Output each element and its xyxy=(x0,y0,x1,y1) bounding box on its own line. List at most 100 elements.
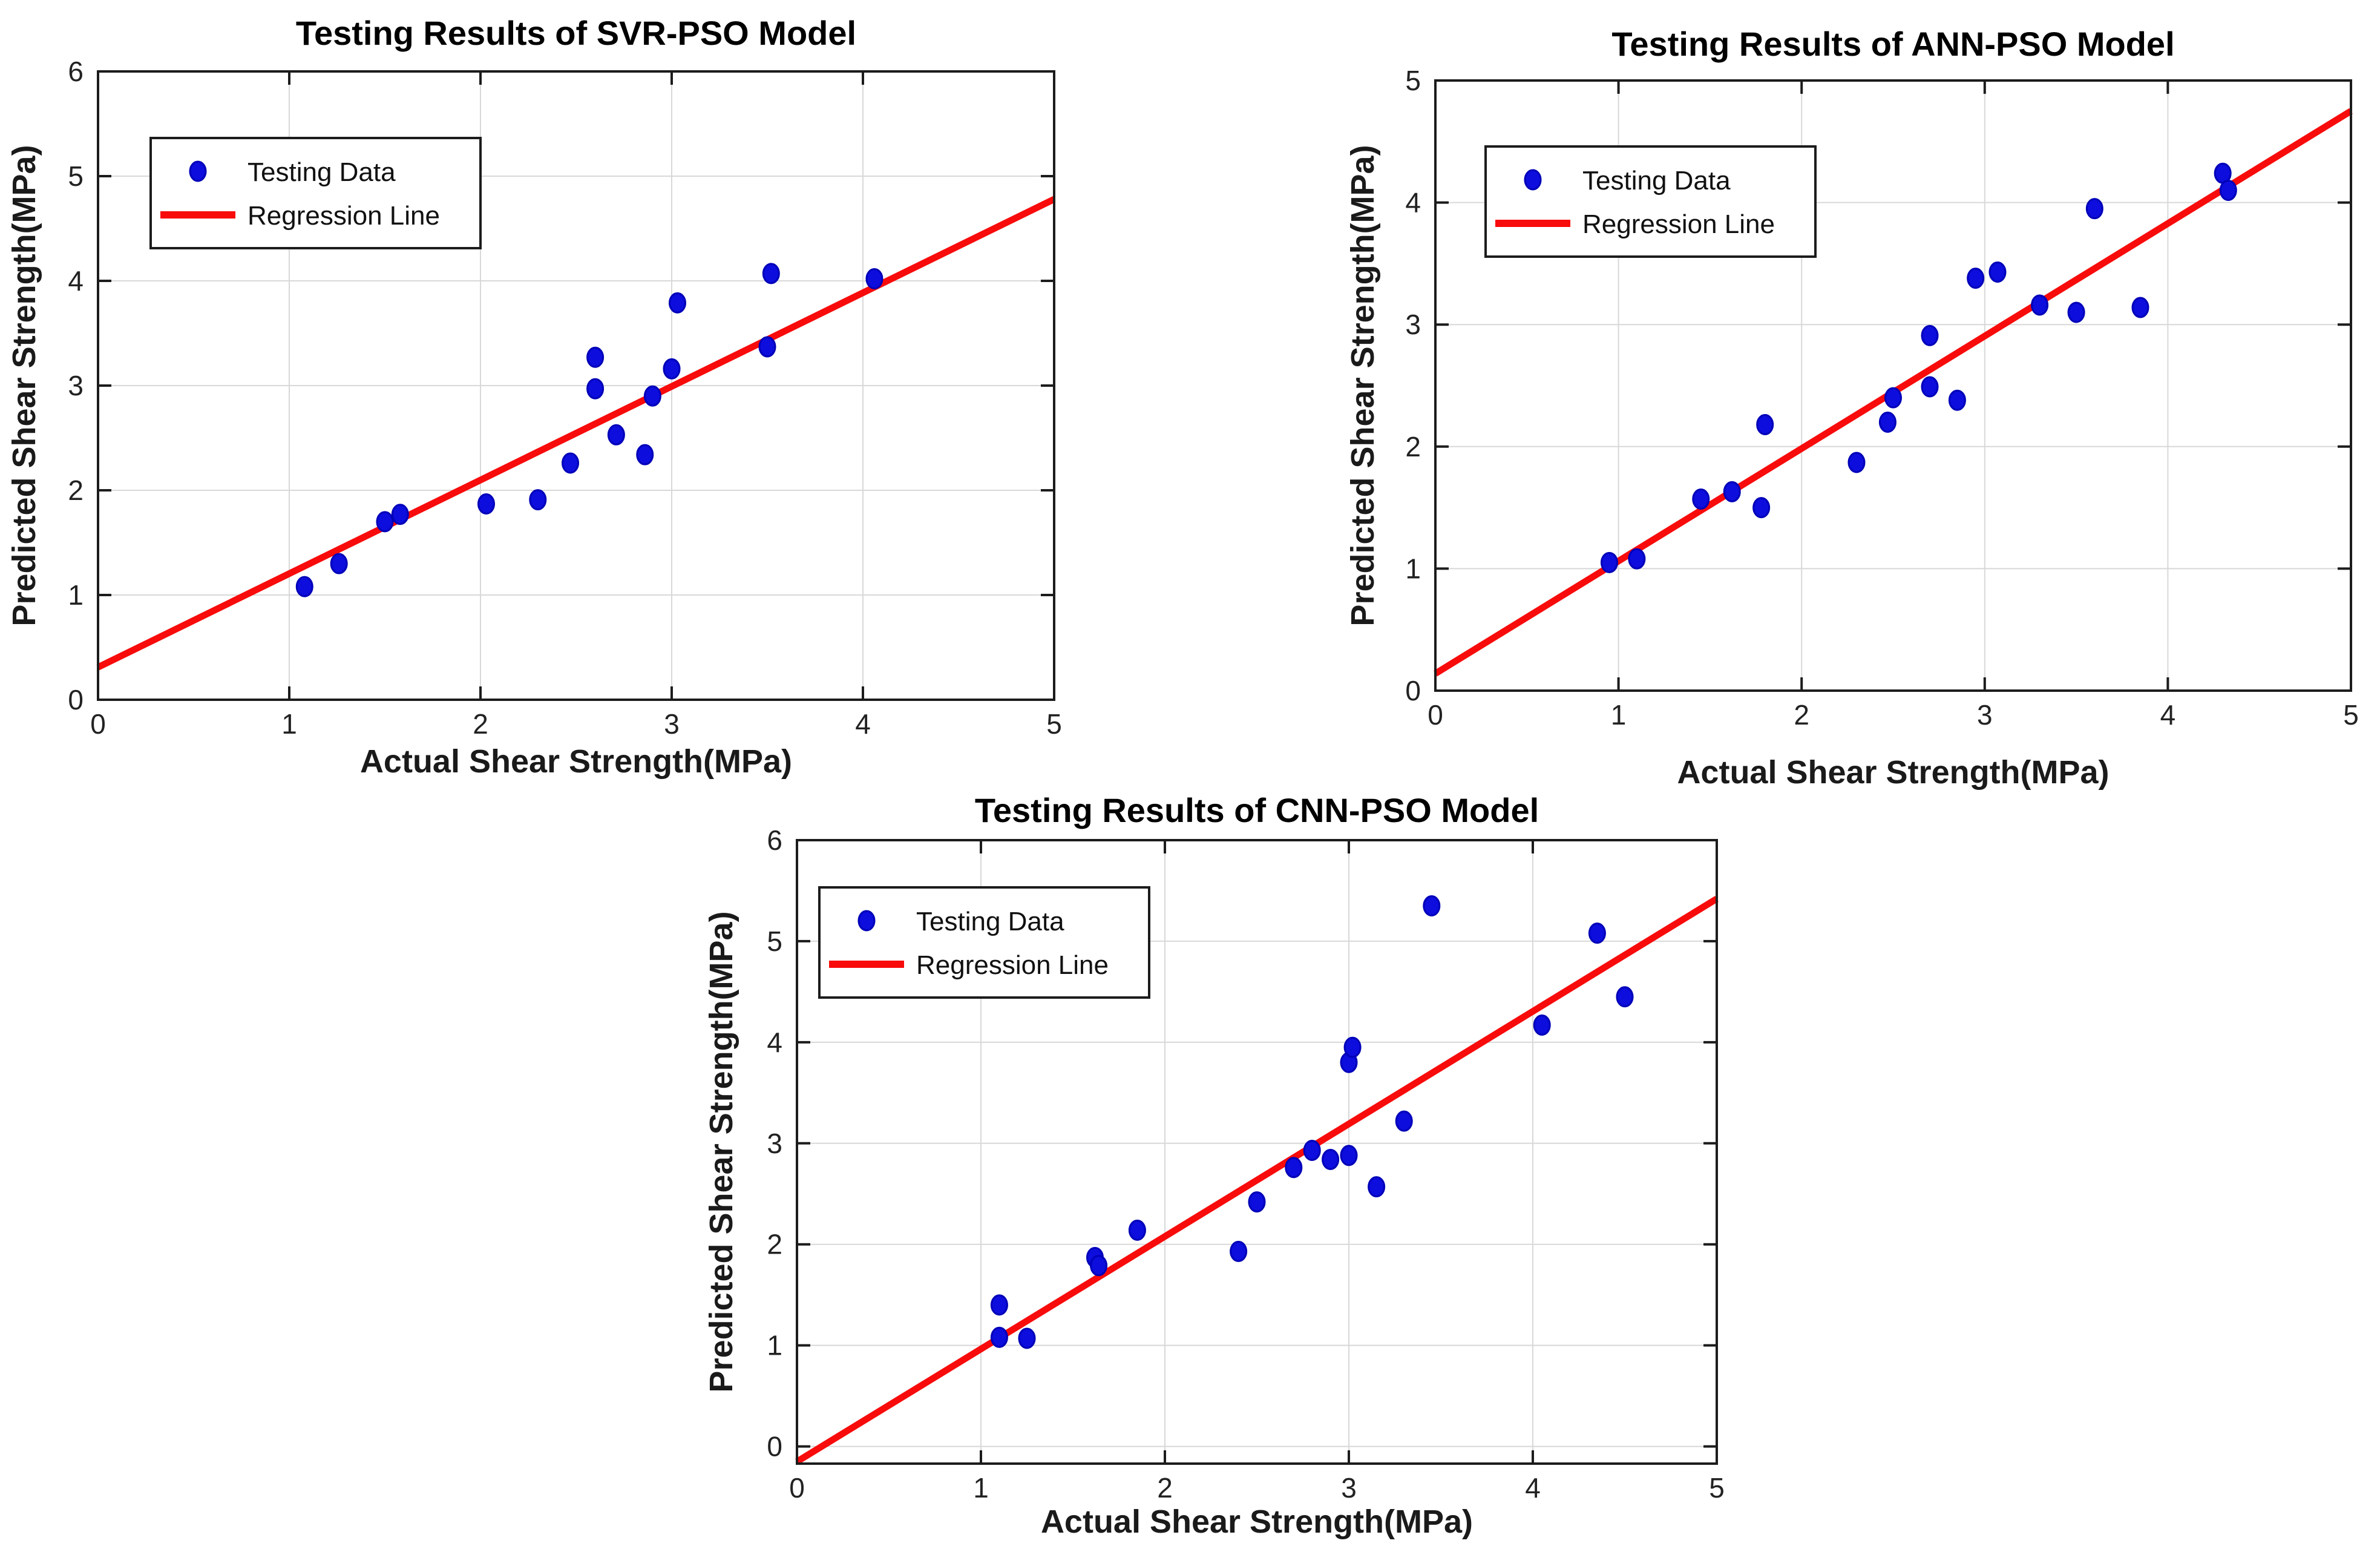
data-point xyxy=(1628,548,1646,570)
x-tick-label: 1 xyxy=(1611,699,1627,731)
data-point xyxy=(607,424,625,446)
data-point xyxy=(643,385,661,407)
y-tick-label: 3 xyxy=(1405,309,1421,340)
data-point xyxy=(477,493,495,515)
data-point xyxy=(990,1326,1008,1348)
legend-label-regression-line: Regression Line xyxy=(1582,209,1775,239)
data-point xyxy=(758,336,776,358)
legend: Testing Data Regression Line xyxy=(1484,145,1817,258)
x-axis-label-cnn-pso: Actual Shear Strength(MPa) xyxy=(1040,1504,1474,1540)
plot-title-ann-pso: Testing Results of ANN-PSO Model xyxy=(1611,25,2175,63)
y-tick-label: 1 xyxy=(1405,553,1421,584)
x-tick-label: 0 xyxy=(90,708,106,740)
regression-line xyxy=(96,196,1056,671)
legend-label-testing-data: Testing Data xyxy=(1582,166,1731,196)
data-point xyxy=(295,576,313,597)
y-tick-label: 2 xyxy=(68,475,84,506)
plot-cnn-pso: 0 1 2 3 4 5 0 1 2 3 4 5 6 Testing Data Regression Line xyxy=(767,824,1724,1504)
data-point xyxy=(586,378,605,400)
data-point xyxy=(1368,1176,1386,1198)
x-tick-label: 1 xyxy=(973,1472,989,1504)
data-point xyxy=(1723,481,1741,502)
y-tick-label: 3 xyxy=(68,370,84,401)
data-point xyxy=(1948,389,1966,411)
data-point xyxy=(1533,1014,1551,1036)
data-point xyxy=(668,292,686,314)
x-tick-label: 3 xyxy=(1341,1472,1357,1504)
y-tick-label: 1 xyxy=(767,1330,782,1361)
data-point xyxy=(1988,261,2007,283)
y-tick-label: 1 xyxy=(68,579,84,611)
x-tick-label: 2 xyxy=(473,708,488,740)
data-point xyxy=(1756,414,1774,436)
y-tick-label: 2 xyxy=(767,1229,782,1260)
legend-box xyxy=(818,886,1150,999)
legend: Testing Data Regression Line xyxy=(818,886,1150,999)
x-tick-label: 3 xyxy=(664,708,680,740)
y-tick-label: 3 xyxy=(767,1128,782,1159)
data-point xyxy=(1847,452,1866,473)
x-tick-label: 4 xyxy=(2160,699,2176,731)
x-axis-label-ann-pso: Actual Shear Strength(MPa) xyxy=(1677,754,2110,791)
y-tick-label: 4 xyxy=(1405,187,1421,219)
data-point xyxy=(330,553,348,574)
x-axis-label-svr-pso: Actual Shear Strength(MPa) xyxy=(359,743,793,780)
data-point xyxy=(2031,294,2049,316)
data-point xyxy=(1921,376,1939,398)
data-point xyxy=(1588,922,1606,944)
data-point xyxy=(1884,387,1902,409)
data-point xyxy=(2067,301,2085,323)
legend-label-regression-line: Regression Line xyxy=(248,201,440,231)
plot-title-svr-pso: Testing Results of SVR-PSO Model xyxy=(295,14,857,52)
data-point xyxy=(1967,268,1985,289)
data-point xyxy=(1395,1110,1413,1132)
x-tick-label: 2 xyxy=(1157,1472,1173,1504)
data-point xyxy=(562,452,580,474)
data-point xyxy=(663,358,681,380)
data-point xyxy=(1692,488,1710,510)
legend-marker-dot xyxy=(1524,169,1542,191)
x-tick-label: 3 xyxy=(1977,699,1993,731)
plot-svr-pso: 0 1 2 3 4 5 0 1 2 3 4 5 6 Testing Data Regression Line xyxy=(68,56,1061,740)
x-tick-label: 5 xyxy=(2343,699,2359,731)
plot-ann-pso: 0 1 2 3 4 5 0 1 2 3 4 5 Testing Data Regression Line xyxy=(1405,65,2358,731)
data-point xyxy=(1343,1036,1362,1058)
data-point xyxy=(1230,1240,1248,1262)
data-point xyxy=(636,444,654,465)
axes-border xyxy=(1434,79,2352,692)
x-tick-label: 2 xyxy=(1794,699,1809,731)
data-point xyxy=(1340,1145,1358,1166)
y-tick-label: 6 xyxy=(68,56,84,87)
legend-label-regression-line: Regression Line xyxy=(916,950,1109,980)
legend-box xyxy=(1484,145,1817,258)
x-tick-label: 1 xyxy=(281,708,297,740)
data-point xyxy=(1921,324,1939,346)
data-point xyxy=(529,489,547,511)
data-point xyxy=(1090,1255,1108,1277)
y-tick-label: 5 xyxy=(767,926,782,957)
data-point xyxy=(1248,1191,1266,1213)
legend-box xyxy=(149,137,482,249)
x-tick-label: 0 xyxy=(1428,699,1443,731)
data-point xyxy=(990,1294,1008,1316)
y-axis-label-ann-pso: Predicted Shear Strength(MPa) xyxy=(1345,145,1381,626)
legend: Testing Data Regression Line xyxy=(149,137,482,249)
y-tick-label: 0 xyxy=(767,1431,782,1462)
data-point xyxy=(2219,179,2237,201)
y-tick-label: 0 xyxy=(68,684,84,715)
legend-marker-dot xyxy=(189,160,207,182)
data-point xyxy=(1018,1327,1036,1349)
data-point xyxy=(1128,1219,1146,1241)
data-point xyxy=(1752,497,1771,519)
data-point xyxy=(865,268,883,290)
regression-line xyxy=(795,896,1719,1465)
plot-title-cnn-pso: Testing Results of CNN-PSO Model xyxy=(974,791,1539,829)
data-point xyxy=(1616,986,1634,1008)
data-point xyxy=(762,263,780,284)
y-tick-label: 4 xyxy=(68,265,84,297)
data-point xyxy=(1600,551,1618,573)
data-point xyxy=(1878,411,1896,433)
y-tick-label: 0 xyxy=(1405,675,1421,706)
